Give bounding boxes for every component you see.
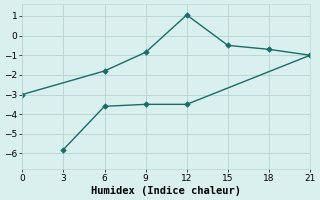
X-axis label: Humidex (Indice chaleur): Humidex (Indice chaleur) [91, 186, 241, 196]
